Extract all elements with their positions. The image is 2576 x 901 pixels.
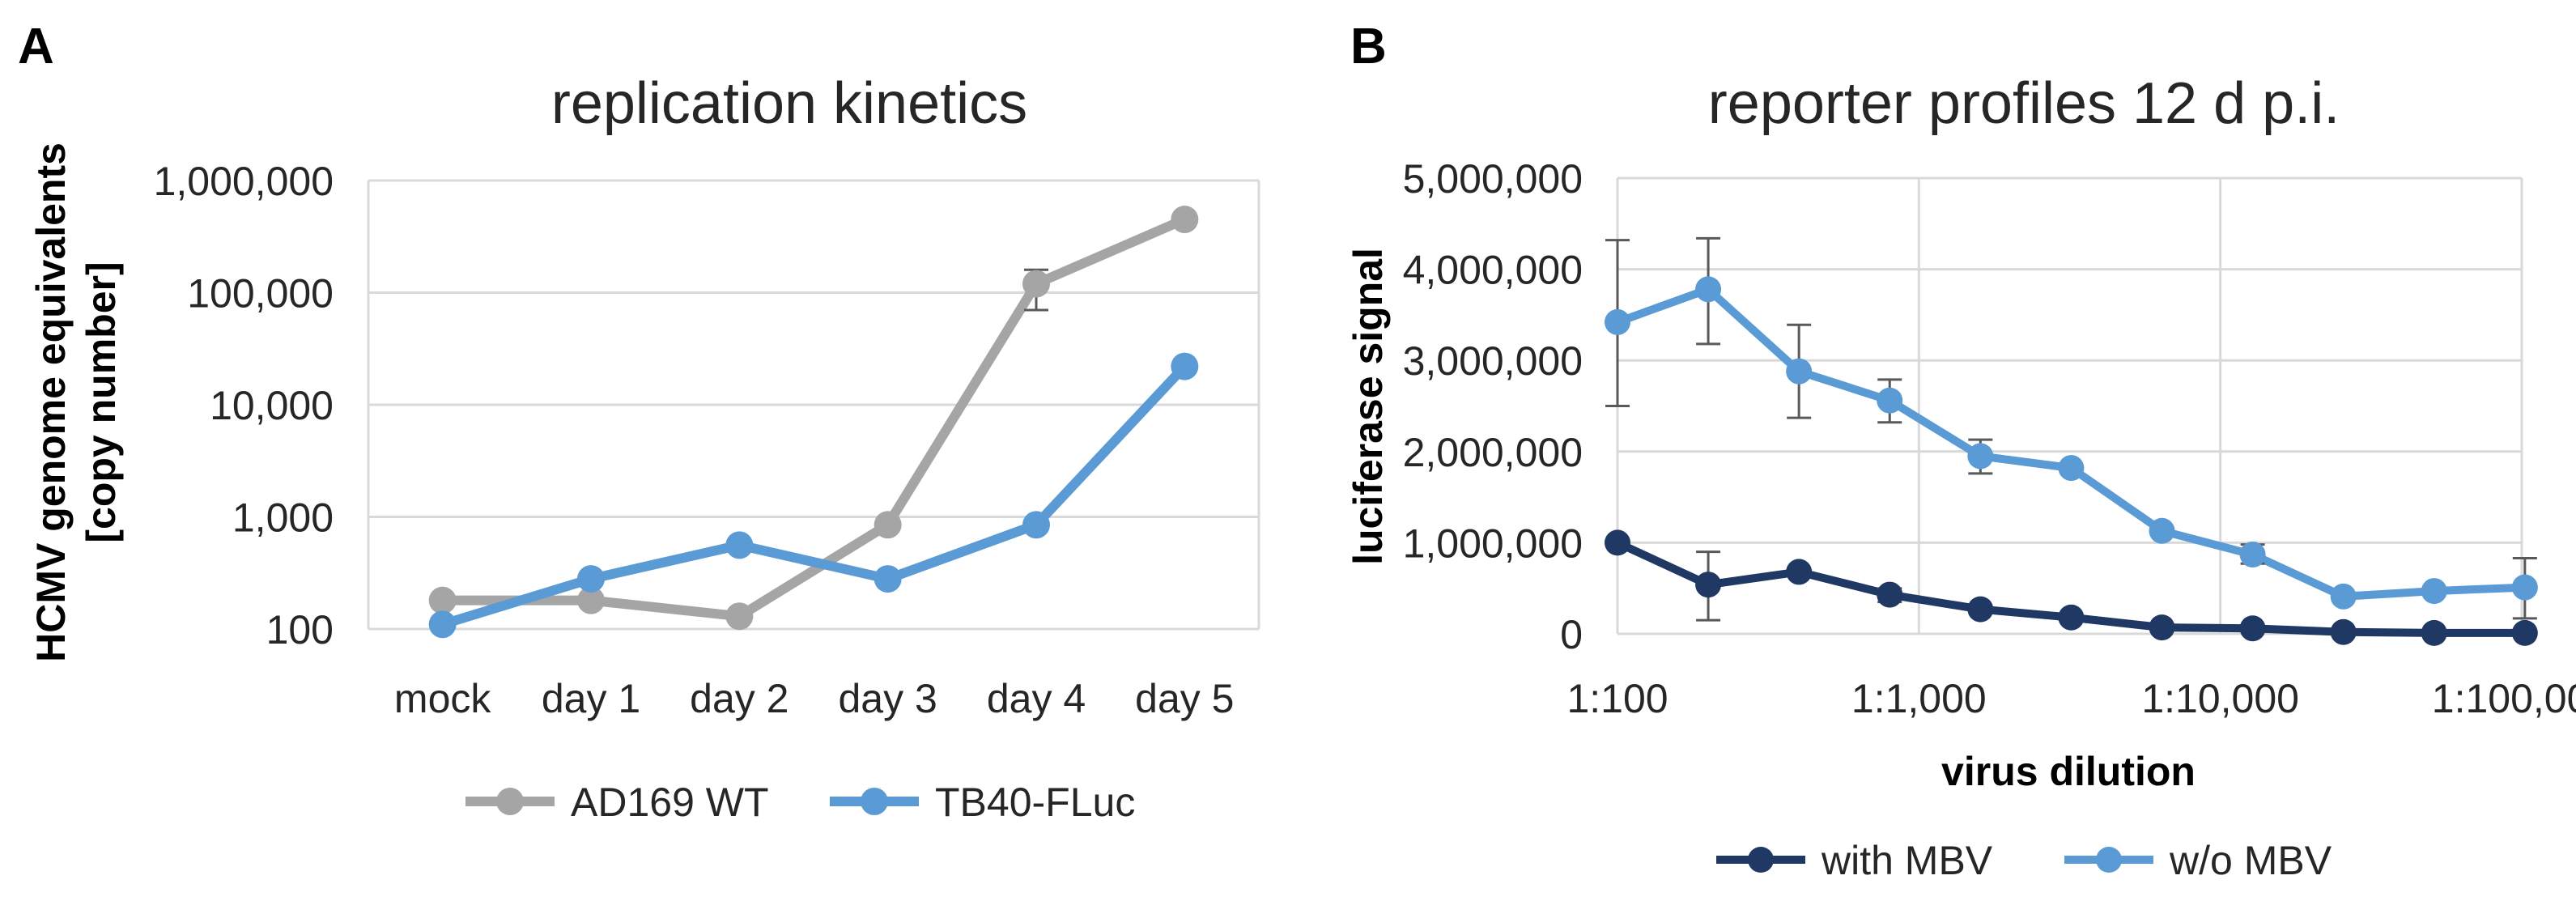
data-point (2330, 583, 2357, 610)
series-line (442, 215, 1187, 622)
data-point (1171, 352, 1199, 380)
data-point (2511, 574, 2538, 601)
data-point (2330, 618, 2357, 645)
x-tick-label: day 1 (542, 676, 640, 721)
data-point (1022, 511, 1050, 539)
data-point (725, 531, 754, 559)
data-point (2058, 604, 2085, 631)
data-point (1967, 596, 1994, 623)
data-point (2239, 615, 2266, 642)
data-point (2058, 455, 2085, 482)
x-tick-label: 1:10,000 (2141, 676, 2299, 721)
y-tick-label: 3,000,000 (1403, 338, 1583, 384)
y-tick-label: 5,000,000 (1403, 156, 1583, 202)
panel-label: A (18, 19, 54, 74)
y-tick-label: 100 (266, 607, 334, 652)
data-point (1967, 443, 1994, 470)
data-point (2149, 517, 2175, 544)
data-point (1695, 572, 1722, 598)
data-point (2421, 578, 2447, 605)
legend-label: AD169 WT (571, 780, 769, 825)
y-tick-label: 2,000,000 (1403, 430, 1583, 475)
x-tick-label: 1:100,000 (2432, 676, 2576, 721)
data-point (1695, 276, 1722, 303)
series-line (1616, 285, 2526, 601)
legend-marker (1748, 847, 1774, 873)
y-tick-label: 100,000 (187, 271, 334, 317)
panel-label: B (1350, 19, 1387, 74)
data-point (1022, 270, 1050, 298)
y-tick-label: 4,000,000 (1403, 248, 1583, 293)
y-axis-label-line: HCMV genome equivalents (28, 142, 74, 662)
x-tick-label: day 3 (839, 676, 937, 721)
data-point (1786, 559, 1813, 585)
legend-label: w/o MBV (2169, 838, 2332, 883)
data-point (2239, 542, 2266, 568)
data-point (577, 565, 605, 593)
y-axis-label: luciferase signal (1345, 248, 1391, 565)
y-tick-label: 1,000,000 (1403, 521, 1583, 566)
legend-marker (496, 788, 524, 815)
data-point (428, 610, 457, 639)
data-point (428, 586, 457, 614)
data-point (1877, 387, 1903, 414)
y-tick-label: 10,000 (210, 383, 334, 428)
y-axis-label: HCMV genome equivalents [copy number] (28, 142, 124, 662)
x-tick-label: 1:100 (1566, 676, 1668, 721)
y-tick-label: 1,000 (232, 495, 334, 541)
y-tick-label: 1,000,000 (154, 159, 334, 204)
legend-label: with MBV (1821, 838, 1993, 883)
data-point (1605, 529, 1630, 556)
legend-label: TB40-FLuc (935, 780, 1135, 825)
x-axis-label: virus dilution (1941, 749, 2196, 794)
series-line (440, 363, 1188, 630)
chart-title: reporter profiles 12 d p.i. (1708, 71, 2340, 136)
x-tick-label: day 5 (1135, 676, 1234, 721)
data-point (874, 565, 902, 593)
data-point (1605, 308, 1630, 335)
x-tick-label: day 2 (690, 676, 789, 721)
x-tick-label: mock (394, 676, 491, 721)
x-tick-label: day 4 (987, 676, 1086, 721)
x-tick-label: 1:1,000 (1851, 676, 1987, 721)
chart-title: replication kinetics (551, 71, 1027, 136)
legend-marker (861, 788, 888, 815)
data-point (2511, 619, 2538, 646)
data-point (577, 586, 605, 614)
data-point (1877, 581, 1903, 608)
legend-marker (2096, 847, 2122, 873)
data-point (1786, 358, 1813, 385)
data-point (725, 602, 754, 631)
data-point (2421, 619, 2447, 646)
data-point (1171, 206, 1199, 234)
data-point (874, 511, 902, 539)
y-axis-label-line: [copy number] (79, 261, 124, 542)
data-point (2149, 614, 2175, 641)
y-tick-label: 0 (1560, 612, 1583, 657)
